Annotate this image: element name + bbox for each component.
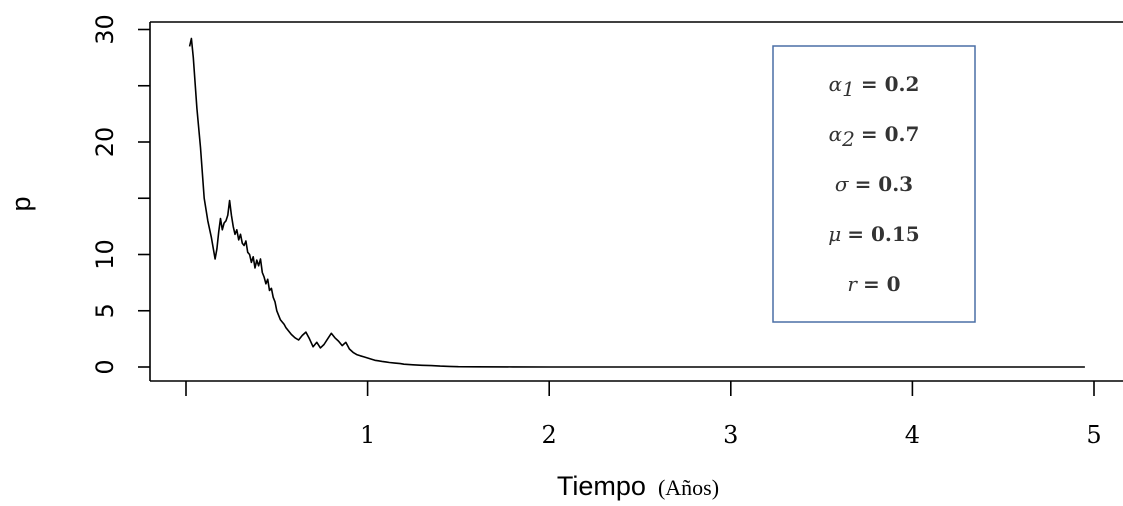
y-tick-label: 0 [91,359,119,374]
parameter-list: α1 = 0.2α2 = 0.7σ = 0.3μ = 0.15r = 0 [828,72,919,296]
y-axis: 0 5 10 20 30 [91,14,150,375]
parameter-item: μ = 0.15 [828,222,919,246]
series-layer [188,37,1085,368]
y-tick-label: 30 [91,14,119,45]
series-line [188,37,1085,368]
x-tick-label: 3 [723,421,738,449]
parameter-item: σ = 0.3 [835,172,913,196]
x-axis-title-unit: (Años) [658,475,719,500]
x-axis-title: Tiempo (Años) [557,471,719,501]
y-tick-label: 20 [91,127,119,158]
parameter-item: α2 = 0.7 [829,122,920,151]
parameter-value: = 0 [863,272,901,296]
y-axis-title-text: p [6,196,36,211]
parameter-value: = 0.15 [847,222,919,246]
parameter-symbol: σ [835,172,850,196]
parameter-item: r = 0 [847,272,900,296]
x-axis: 1 2 3 4 5 [185,381,1102,449]
parameter-item: α1 = 0.2 [829,72,920,101]
parameter-symbol: μ [828,222,841,246]
plot-frame [149,21,1123,382]
x-tick-label: 5 [1086,421,1101,449]
parameter-symbol: r [847,272,858,296]
y-axis-title: p [6,196,36,211]
y-tick-label: 10 [91,239,119,270]
parameter-value: = 0.7 [861,122,920,146]
x-tick-label: 2 [542,421,557,449]
x-axis-title-text: Tiempo (Años) [557,471,719,501]
parameter-box: α1 = 0.2α2 = 0.7σ = 0.3μ = 0.15r = 0 [772,45,976,323]
y-tick-label: 5 [91,303,119,318]
parameter-value: = 0.3 [855,172,914,196]
x-axis-title-main: Tiempo [557,471,646,501]
parameter-subscript: 1 [842,77,855,101]
parameter-symbol: α [829,122,843,146]
parameter-subscript: 2 [841,127,855,151]
parameter-symbol: α [829,72,843,96]
x-tick-label: 1 [360,421,375,449]
x-tick-label: 4 [905,421,920,449]
parameter-value: = 0.2 [861,72,920,96]
parameter-box-frame [772,45,976,323]
